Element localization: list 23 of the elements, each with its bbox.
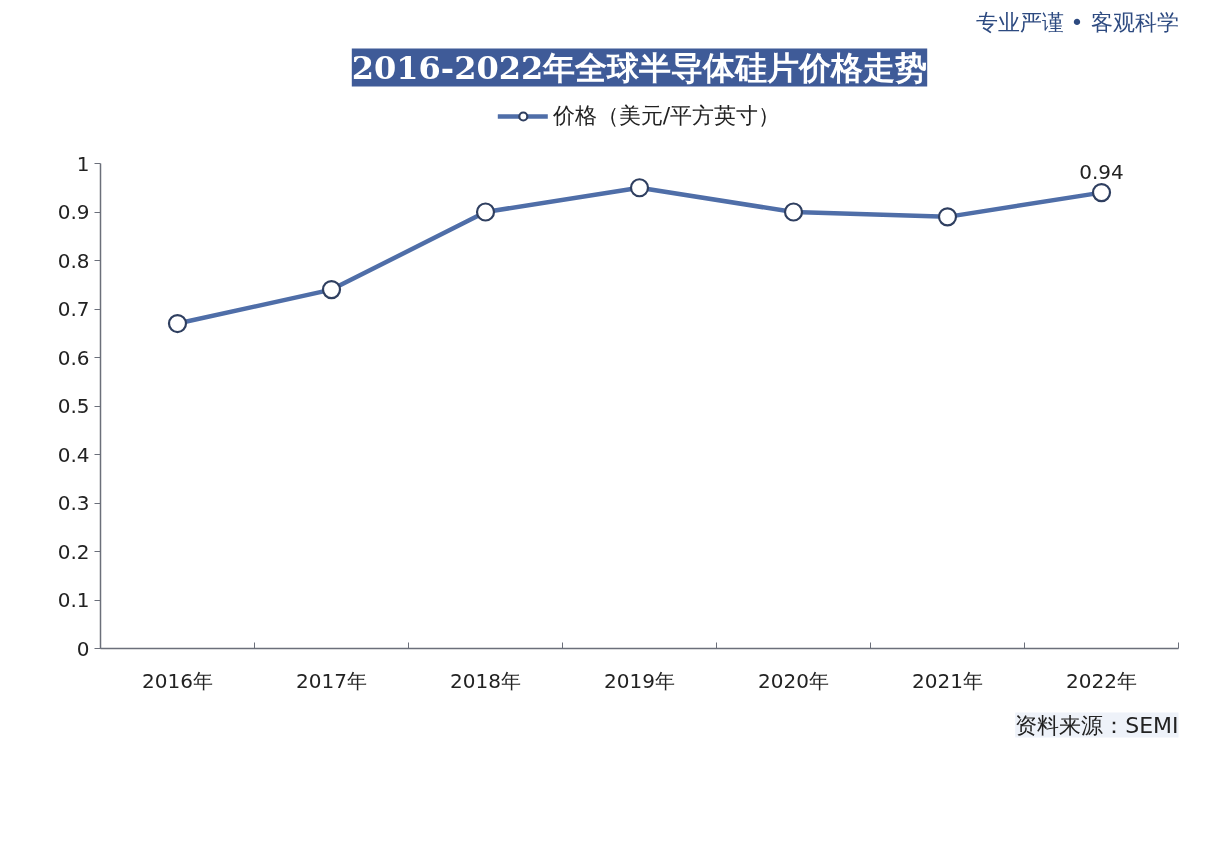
x-tick-label: 2019年 xyxy=(604,668,675,693)
data-label: 0.94 xyxy=(1079,159,1124,184)
y-tick-label: 0.1 xyxy=(57,588,90,612)
x-tick-label: 2017年 xyxy=(296,668,367,693)
y-tick-label: 0.5 xyxy=(57,394,90,418)
y-tick-label: 0.3 xyxy=(57,491,90,515)
y-tick-label: 0.8 xyxy=(57,248,90,273)
y-tick-label: 0.2 xyxy=(57,539,90,564)
x-tick-label: 2022年 xyxy=(1066,668,1137,693)
y-tick-label: 0.9 xyxy=(57,200,90,224)
y-tick-label: 0.6 xyxy=(57,345,90,370)
y-tick-label: 0.4 xyxy=(57,442,90,467)
text: 专业严谨 • 客观科学 xyxy=(975,9,1179,35)
y-tick-label: 0.7 xyxy=(57,297,90,321)
x-tick-label: 2021年 xyxy=(912,668,983,693)
x-tick-label: 2016年 xyxy=(142,668,213,693)
text: 资料来源：SEMI xyxy=(1015,712,1179,738)
y-tick-label: 1 xyxy=(76,151,90,176)
legend-label: 价格（美元/平方英寸） xyxy=(552,102,781,130)
x-tick-label: 2020年 xyxy=(758,668,829,693)
chart-title: 2016-2022年全球半导体硅片价格走势 xyxy=(351,48,928,87)
y-tick-label: 0 xyxy=(76,636,90,661)
x-tick-label: 2018年 xyxy=(450,668,521,693)
